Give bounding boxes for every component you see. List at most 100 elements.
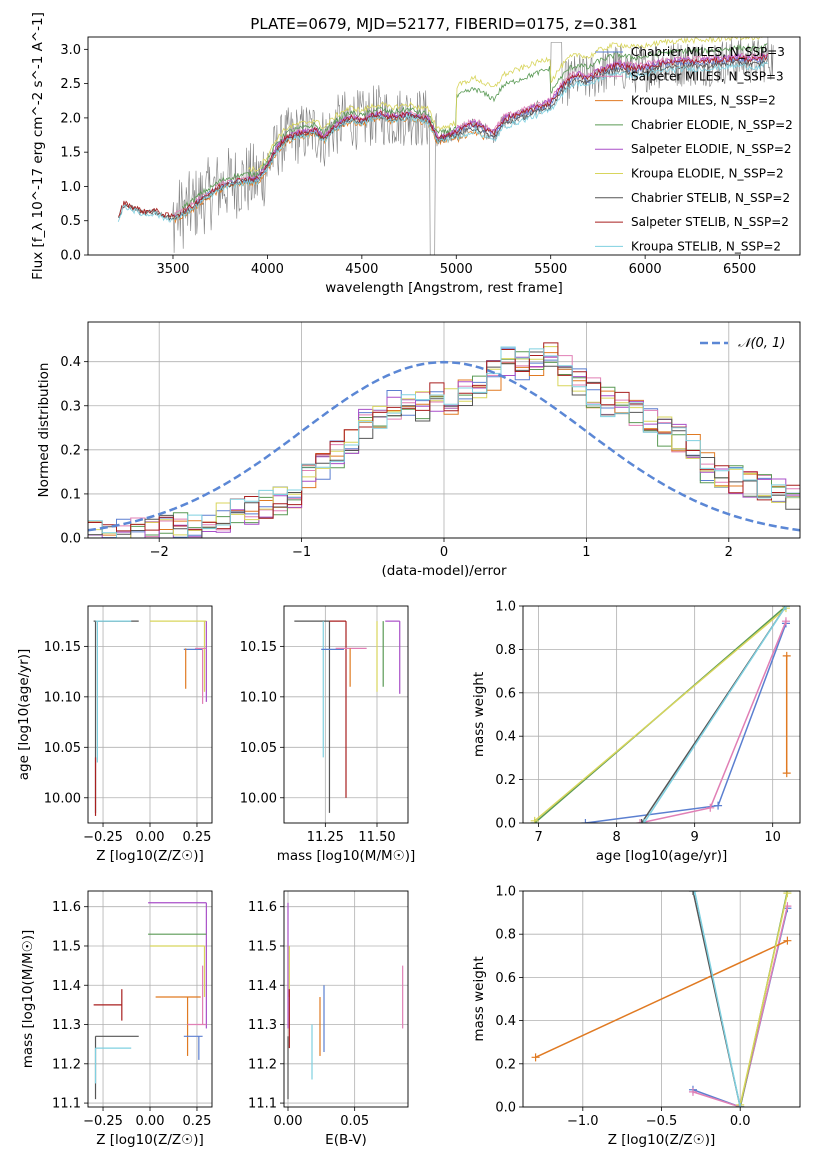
spectrum-series-line [248, 37, 763, 173]
residuals-panel: −2 −1 0 1 2 0.0 0.1 0.2 0.3 0.4 (data-model)/error… [36, 321, 801, 579]
weight-series-line [534, 607, 787, 822]
residuals-xtick-label: 2 [725, 545, 733, 560]
mass_vs_Z-ytick-label: 11.3 [52, 1018, 81, 1033]
legend-entry: 𝒩(0, 1) [738, 336, 785, 351]
weight_vs_Z-ytick-label: 0.0 [495, 1101, 516, 1116]
age_vs_Z-panel: −0.25 0.00 0.25 10.00 10.05 10.10 10.15 Z [log1… [16, 605, 213, 864]
spectrum-series-line [117, 54, 768, 219]
mass_vs_Z-ylabel: mass [log10(M/M☉)] [20, 930, 36, 1069]
residual-histogram [88, 346, 800, 538]
spectrum-ytick-label: 1.0 [60, 180, 81, 195]
age_vs_mass-ytick-label: 10.00 [240, 791, 277, 806]
mass_vs_EBV-ytick-label: 11.3 [248, 1018, 277, 1033]
errorbar-point [93, 989, 123, 1021]
spectrum-xtick-label: 3500 [156, 262, 189, 277]
weight-point-marker [781, 606, 790, 610]
age_vs_Z-xtick-label: 0.00 [136, 830, 165, 845]
weight-point-marker [783, 891, 792, 898]
age_vs_Z-ytick-label: 10.10 [44, 690, 81, 705]
weight-point-marker [736, 1103, 745, 1107]
age_vs_mass-xlabel: mass [log10(M/M☉)] [277, 848, 416, 864]
legend-entry: Chabrier STELIB, N_SSP=2 [631, 191, 790, 205]
age_vs_Z-xtick-label: −0.25 [83, 830, 123, 845]
age_vs_mass-xtick-label: 11.50 [358, 830, 395, 845]
spectrum-xtick-label: 4500 [345, 262, 378, 277]
age_vs_mass-ytick-label: 10.15 [240, 640, 277, 655]
mass_vs_Z-ytick-label: 11.4 [52, 979, 81, 994]
legend-entry: Salpeter ELODIE, N_SSP=2 [631, 142, 792, 156]
mass_vs_Z-xtick-label: 0.25 [182, 1114, 211, 1129]
weight_vs_Z-ylabel: mass weight [471, 956, 487, 1041]
weight-point-marker [690, 891, 699, 895]
mass_vs_Z-ytick-label: 11.5 [52, 939, 81, 954]
legend-entry: Kroupa ELODIE, N_SSP=2 [631, 167, 784, 181]
mass_vs_EBV-xtick-label: 0.05 [340, 1114, 369, 1129]
residuals-xtick-label: −1 [292, 545, 311, 560]
mass_vs_EBV-marks [287, 902, 404, 1100]
mass_vs_Z-panel: −0.25 0.00 0.25 11.1 11.2 11.3 11.4 11.5 11.6 Z [… [20, 890, 213, 1148]
age_vs_mass-frame [283, 605, 409, 824]
age_vs_Z-xlabel: Z [log10(Z/Z☉)] [96, 848, 204, 864]
weight-point-marker [781, 617, 790, 626]
residuals-ytick-label: 0.1 [60, 487, 81, 502]
weight_vs_Z-xtick-label: 0.0 [730, 1114, 751, 1129]
legend-entry: Kroupa STELIB, N_SSP=2 [631, 239, 781, 253]
weight-point-marker [530, 816, 539, 823]
figure-title: PLATE=0679, MJD=52177, FIBERID=0175, z=0… [250, 15, 637, 33]
weight-series-line [643, 606, 787, 823]
weight-point-marker [706, 803, 715, 812]
weight_vs_age-ytick-label: 0.2 [495, 773, 516, 788]
age_vs_mass-xtick-label: 11.25 [307, 830, 344, 845]
spectrum-xtick-label: 5500 [534, 262, 567, 277]
weight-series-line [692, 905, 789, 1107]
spectrum-series-line [118, 58, 768, 222]
errorbar-point [385, 620, 401, 694]
mass_vs_Z-ytick-label: 11.1 [52, 1097, 81, 1112]
weight-point-marker [636, 819, 645, 823]
weight-point-marker [688, 1087, 697, 1096]
errorbar-point [195, 647, 207, 704]
weight_vs_Z-panel: −1.0 −0.5 0.0 0.0 0.2 0.4 0.6 0.8 1.0 Z [log10(Z/… [471, 885, 801, 1148]
mass_vs_EBV-ytick-label: 11.6 [248, 900, 277, 915]
mass_vs_EBV-panel: 0.00 0.05 11.1 11.2 11.3 11.4 11.5 11.6 E(B-V) [248, 890, 409, 1148]
age_vs_Z-ytick-label: 10.00 [44, 791, 81, 806]
mass_vs_EBV-frame [283, 890, 409, 1108]
spectrum-xtick-label: 6500 [723, 262, 756, 277]
spectrum-xtick-label: 5000 [440, 262, 473, 277]
spectrum-ytick-label: 2.5 [60, 77, 81, 92]
weight-point-marker [714, 801, 723, 810]
legend-entry: Salpeter STELIB, N_SSP=2 [631, 215, 789, 229]
weight-point-marker [637, 819, 646, 823]
weight_vs_Z-ytick-label: 0.6 [495, 971, 516, 986]
weight_vs_age-xtick-label: 10 [764, 830, 781, 845]
weight_vs_age-frame [522, 605, 801, 824]
weight_vs_age-panel: 7 8 9 10 0.0 0.2 0.4 0.6 0.8 1.0 age [log10(age/yr… [471, 600, 801, 864]
age_vs_Z-ylabel: age [log10(age/yr)] [16, 649, 32, 781]
weight_vs_age-ytick-label: 0.8 [495, 643, 516, 658]
weight_vs_Z-frame [522, 890, 801, 1108]
residuals-ytick-label: 0.4 [60, 355, 81, 370]
spectrum-ytick-label: 3.0 [60, 43, 81, 58]
weight_vs_age-xtick-label: 9 [691, 830, 699, 845]
weight_vs_Z-xlabel: Z [log10(Z/Z☉)] [608, 1132, 716, 1148]
residuals-ytick-label: 0.0 [60, 532, 81, 547]
residuals-marks [88, 342, 800, 538]
mass_vs_EBV-ytick-label: 11.4 [248, 979, 277, 994]
residuals-xlabel: (data-model)/error [381, 563, 507, 579]
weight_vs_age-marks [530, 606, 791, 823]
legend-entry: Chabrier MILES, N_SSP=3 [631, 45, 785, 59]
mass_vs_EBV-ytick-label: 11.1 [248, 1097, 277, 1112]
spectrum-xtick-label: 4000 [251, 262, 284, 277]
residuals-frame [87, 321, 801, 539]
age_vs_Z-ytick-label: 10.05 [44, 741, 81, 756]
weight_vs_Z-xtick-label: −0.5 [646, 1114, 678, 1129]
residuals-xtick-label: −2 [150, 545, 169, 560]
age_vs_Z-frame [87, 605, 213, 824]
age_vs_Z-xtick-label: 0.25 [182, 830, 211, 845]
weight-series-line [693, 891, 741, 1107]
mass_vs_Z-ytick-label: 11.2 [52, 1057, 81, 1072]
age_vs_mass-ytick-label: 10.10 [240, 690, 277, 705]
spectrum-xlabel: wavelength [Angstrom, rest frame] [325, 280, 563, 296]
